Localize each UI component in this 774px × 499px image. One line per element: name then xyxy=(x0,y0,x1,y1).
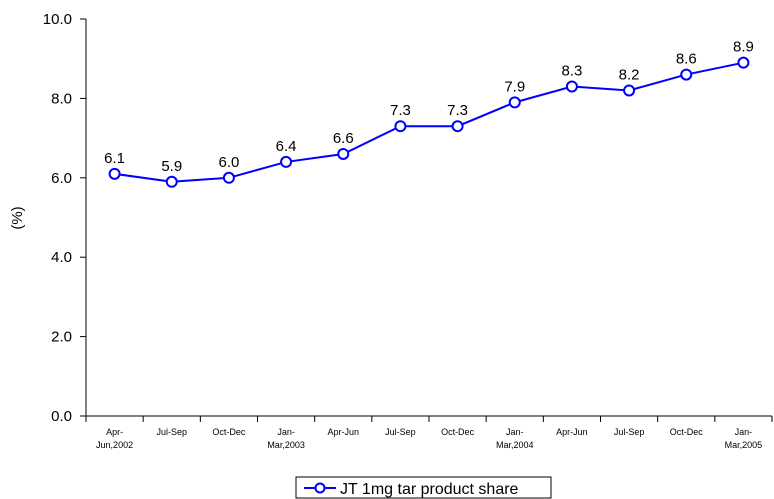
data-point xyxy=(508,96,521,109)
data-point xyxy=(337,147,350,160)
data-point xyxy=(108,167,121,180)
x-tick-label-line: Oct-Dec xyxy=(441,427,475,437)
x-tick-label-line: Mar,2003 xyxy=(267,440,305,450)
x-tick-label-line: Oct-Dec xyxy=(670,427,704,437)
x-tick-label-line: Apr- xyxy=(106,427,123,437)
y-tick-label: 0.0 xyxy=(51,408,72,425)
y-tick-label: 6.0 xyxy=(51,170,72,187)
x-tick-label-line: Jul-Sep xyxy=(385,427,416,437)
x-tick-label-line: Jun,2002 xyxy=(96,440,133,450)
data-label: 5.9 xyxy=(161,158,182,175)
data-point xyxy=(565,80,578,93)
x-tick-label-line: Apr-Jun xyxy=(327,427,359,437)
data-point xyxy=(394,120,407,133)
y-axis-title: (%) xyxy=(9,206,26,229)
x-tick-label: Apr- Jun,2002 xyxy=(96,427,133,450)
data-point xyxy=(165,175,178,188)
x-tick-label-line: Jul-Sep xyxy=(156,427,187,437)
data-label: 7.3 xyxy=(447,102,468,119)
data-label: 7.9 xyxy=(504,78,525,95)
legend: JT 1mg tar product share xyxy=(295,476,552,499)
y-tick-label: 2.0 xyxy=(51,329,72,346)
x-tick-label: Oct-Dec xyxy=(212,427,246,437)
data-point xyxy=(222,171,235,184)
data-label: 6.6 xyxy=(333,130,354,147)
x-tick-label: Apr-Jun xyxy=(556,427,588,437)
data-label: 7.3 xyxy=(390,102,411,119)
x-tick-label-line: Apr-Jun xyxy=(556,427,588,437)
data-point xyxy=(737,56,750,69)
data-label: 8.2 xyxy=(619,66,640,83)
x-ticks: Apr- Jun,2002 Jul-Sep Oct-Dec Jan- Mar,2003 Ap… xyxy=(85,416,773,450)
x-tick-label-line: Mar,2004 xyxy=(496,440,534,450)
x-tick-label: Jul-Sep xyxy=(614,427,645,437)
legend-marker-swatch xyxy=(314,482,326,494)
x-tick-label: Jan- Mar,2004 xyxy=(496,427,534,450)
x-tick-label: Apr-Jun xyxy=(327,427,359,437)
data-label: 8.6 xyxy=(676,51,697,68)
series-line xyxy=(114,61,744,183)
x-tick-label: Oct-Dec xyxy=(441,427,475,437)
data-label: 8.3 xyxy=(561,62,582,79)
x-tick-label-line: Oct-Dec xyxy=(212,427,246,437)
legend-label: JT 1mg tar product share xyxy=(340,481,519,498)
data-label: 6.0 xyxy=(218,154,239,171)
y-tick-label: 4.0 xyxy=(51,249,72,266)
x-tick-label-line: Jul-Sep xyxy=(614,427,645,437)
x-tick-label-line: Jan- xyxy=(277,427,295,437)
x-tick-label: Jul-Sep xyxy=(385,427,416,437)
x-tick-label: Jan- Mar,2003 xyxy=(267,427,305,450)
x-tick-label-line: Jan- xyxy=(506,427,524,437)
data-point xyxy=(280,155,293,168)
x-tick-label-line: Mar,2005 xyxy=(725,440,763,450)
data-label: 6.1 xyxy=(104,150,125,167)
x-tick-label-line: Jan- xyxy=(735,427,753,437)
data-label: 8.9 xyxy=(733,39,754,56)
data-point xyxy=(680,68,693,81)
series-layer: 6.1 5.9 6.0 6.4 6.6 7.3 7.3 7.9 8.3 8.2 8.6 8.9 xyxy=(104,39,754,188)
x-tick-label: Jul-Sep xyxy=(156,427,187,437)
data-label: 6.4 xyxy=(276,138,297,155)
y-tick-label: 10.0 xyxy=(43,11,72,28)
x-tick-label: Jan- Mar,2005 xyxy=(725,427,763,450)
data-point xyxy=(623,84,636,97)
x-tick-label: Oct-Dec xyxy=(670,427,704,437)
legend-box xyxy=(295,476,552,499)
data-point xyxy=(451,120,464,133)
y-ticks: 0.0 2.0 4.0 6.0 8.0 10.0 xyxy=(43,11,86,425)
y-tick-label: 8.0 xyxy=(51,90,72,107)
